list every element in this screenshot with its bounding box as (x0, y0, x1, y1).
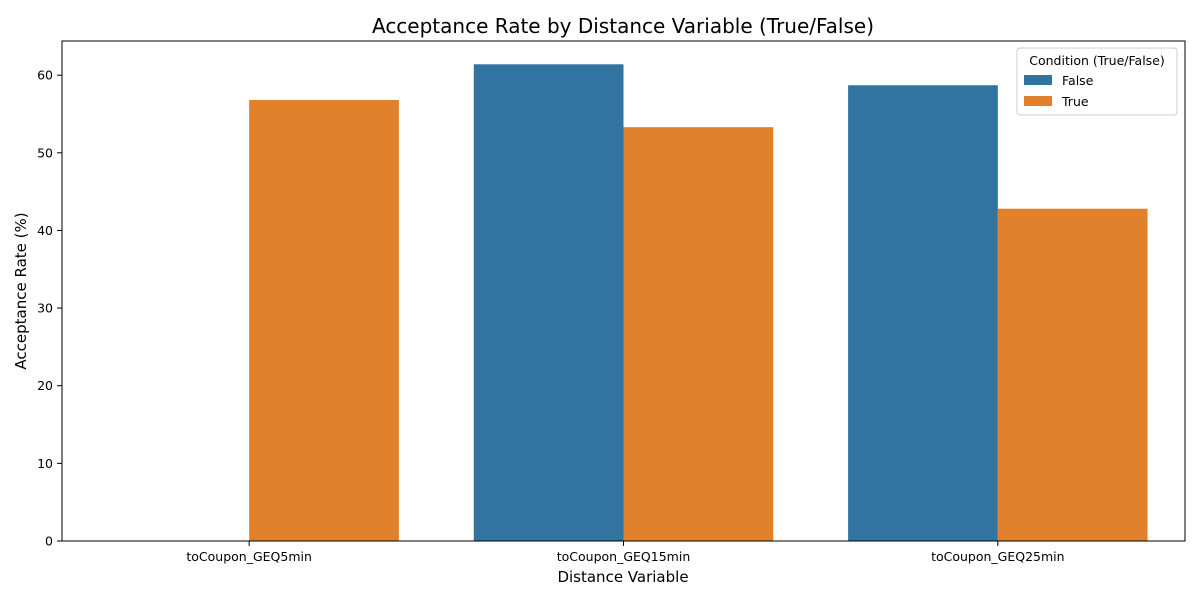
legend-label-false: False (1062, 73, 1094, 88)
legend-title: Condition (True/False) (1029, 53, 1165, 68)
bar-true-2 (997, 208, 1148, 542)
legend-swatch-true (1024, 96, 1052, 106)
bar-true-1 (623, 127, 774, 542)
x-axis-label: Distance Variable (557, 568, 688, 586)
x-axis: toCoupon_GEQ5min toCoupon_GEQ15min toCoupo… (186, 541, 1065, 564)
legend-swatch-false (1024, 75, 1052, 85)
y-tick-label: 30 (37, 301, 53, 316)
y-axis: 0 10 20 30 40 50 60 (37, 68, 62, 549)
x-tick-label: toCoupon_GEQ25min (931, 549, 1065, 564)
y-tick-label: 40 (37, 223, 53, 238)
y-axis-label: Acceptance Rate (%) (12, 212, 30, 369)
legend-label-true: True (1061, 94, 1089, 109)
y-tick-label: 60 (37, 68, 53, 83)
chart-title: Acceptance Rate by Distance Variable (Tr… (372, 14, 874, 38)
plot-frame (61, 40, 1186, 542)
x-tick-label: toCoupon_GEQ5min (186, 549, 312, 564)
y-tick-label: 10 (37, 456, 53, 471)
x-tick-label: toCoupon_GEQ15min (557, 549, 691, 564)
y-tick-label: 50 (37, 145, 53, 160)
bars-group (249, 64, 1148, 542)
legend-box (1016, 47, 1178, 116)
bar-true-0 (249, 100, 399, 541)
bar-false-2 (848, 85, 998, 541)
bar-false-1 (473, 64, 624, 541)
y-tick-label: 20 (37, 378, 53, 393)
legend: Condition (True/False) False True (1016, 47, 1178, 116)
y-tick-label: 0 (45, 534, 53, 549)
